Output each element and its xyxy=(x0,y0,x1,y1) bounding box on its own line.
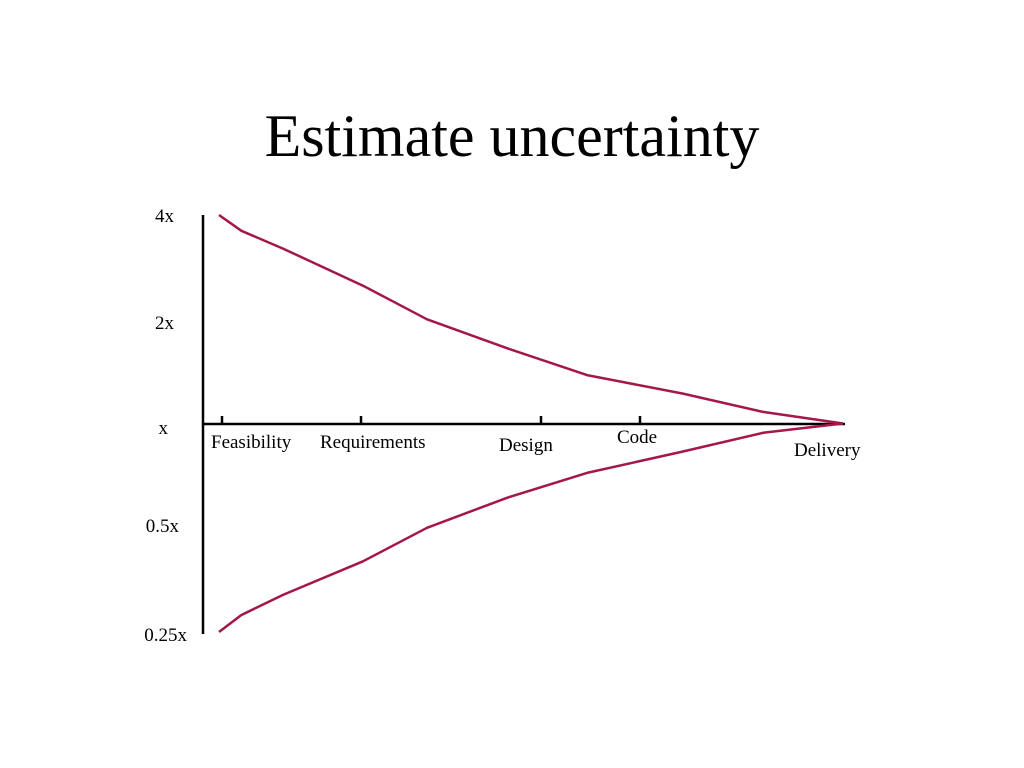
phase-label-delivery: Delivery xyxy=(794,440,861,461)
phase-label-design: Design xyxy=(499,435,553,456)
chart-title: Estimate uncertainty xyxy=(264,103,760,169)
y-tick-label-0.25x: 0.25x xyxy=(144,625,187,646)
phase-label-feasibility: Feasibility xyxy=(211,432,292,453)
y-tick-label-x: x xyxy=(159,418,169,439)
series-layer xyxy=(218,213,844,633)
y-tick-label-2x: 2x xyxy=(155,313,175,334)
y-tick-label-4x: 4x xyxy=(155,206,175,227)
y-tick-label-0.5x: 0.5x xyxy=(146,516,180,537)
phase-label-requirements: Requirements xyxy=(320,432,426,453)
phase-label-code: Code xyxy=(617,427,657,448)
lower-bound-line xyxy=(218,422,844,633)
upper-bound-line xyxy=(218,213,844,425)
